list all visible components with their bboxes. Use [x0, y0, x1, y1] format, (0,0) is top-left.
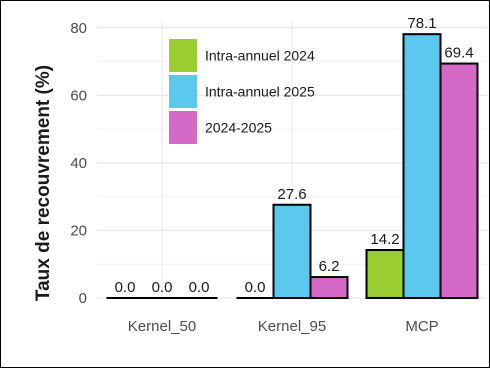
legend-label: Intra-annuel 2025: [205, 84, 315, 100]
bar: [365, 249, 405, 299]
data-label: 0.0: [152, 279, 173, 296]
y-tick-label: 0: [79, 290, 87, 307]
legend-swatch: [169, 39, 197, 72]
data-labels: 0.0 0.0 0.0 0.0 27.6 6.2 14.2 78.1 69.4: [115, 15, 474, 296]
legend-label: 2024-2025: [205, 120, 272, 136]
x-tick-label: Kernel_50: [128, 318, 196, 335]
y-tick-label: 60: [70, 87, 87, 104]
legend: Intra-annuel 2024 Intra-annuel 2025 2024-2…: [169, 39, 315, 144]
axes: Taux de recouvrement (%) 0 20 40 60 80 Kernel…: [33, 20, 439, 335]
y-tick-label: 40: [70, 155, 87, 172]
data-label: 69.4: [444, 45, 473, 62]
data-label: 14.2: [370, 231, 399, 248]
data-label: 0.0: [189, 279, 210, 296]
bars: [106, 33, 479, 300]
bar: [309, 276, 349, 299]
data-label: 0.0: [115, 279, 136, 296]
data-label: 78.1: [407, 15, 436, 32]
y-axis-label: Taux de recouvrement (%): [33, 65, 54, 301]
data-label: 0.0: [245, 279, 266, 296]
bar: [439, 62, 479, 299]
data-label: 27.6: [277, 186, 306, 203]
data-label: 6.2: [319, 258, 340, 275]
x-tick-label: Kernel_95: [258, 318, 326, 335]
y-tick-label: 20: [70, 222, 87, 239]
y-tick-label: 80: [70, 20, 87, 37]
x-tick-label: MCP: [405, 318, 438, 335]
bar: [402, 33, 442, 300]
legend-swatch: [169, 75, 197, 108]
legend-label: Intra-annuel 2024: [205, 48, 315, 64]
legend-swatch: [169, 111, 197, 144]
bar: [272, 203, 312, 299]
